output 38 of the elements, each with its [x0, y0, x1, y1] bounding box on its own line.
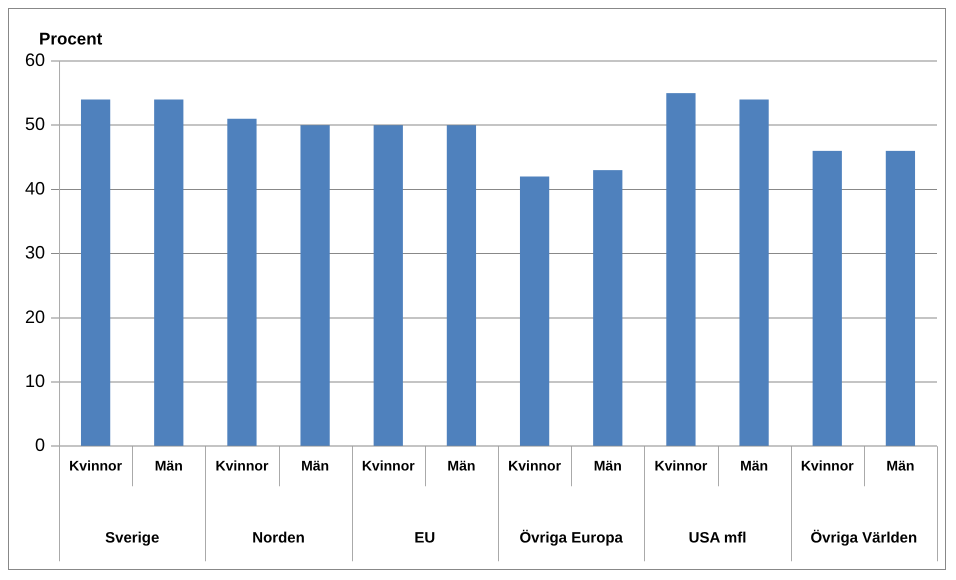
y-tick-label: 10	[24, 370, 46, 391]
text: USA mfl	[688, 529, 746, 546]
bar	[812, 150, 842, 446]
text: Övriga Europa	[519, 529, 624, 546]
bar	[886, 150, 916, 446]
bar	[520, 176, 550, 446]
y-tick-label: 30	[24, 242, 46, 263]
x-tick-label: Män	[301, 457, 330, 474]
x-tick-label: Kvinnor	[215, 457, 269, 474]
bar	[739, 100, 769, 446]
text: Norden	[252, 529, 305, 546]
x-tick-label: Kvinnor	[508, 457, 562, 474]
y-tick-label: 0	[35, 435, 46, 456]
bar	[593, 170, 622, 446]
text: EU	[414, 529, 436, 546]
bar	[446, 125, 476, 446]
x-tick-label: Kvinnor	[362, 457, 416, 474]
bar	[227, 118, 257, 446]
y-tick-label: 60	[24, 50, 46, 70]
x-tick-label: Män	[447, 457, 476, 474]
bar	[374, 125, 403, 446]
x-tick-label: Kvinnor	[69, 457, 123, 474]
x-tick-label: Män	[594, 457, 622, 474]
x-tick-label: Kvinnor	[654, 457, 708, 474]
bar	[300, 125, 330, 446]
text: Sverige	[105, 529, 160, 546]
y-tick-label: 20	[24, 306, 46, 327]
y-tick-label: 50	[24, 114, 46, 134]
bar	[154, 100, 184, 446]
y-tick-label: 40	[24, 178, 46, 198]
bar	[666, 93, 696, 446]
x-tick-label: Män	[740, 457, 768, 474]
text: Övriga Världen	[810, 529, 918, 546]
y-axis-title: Procent	[39, 30, 103, 49]
x-tick-label: Män	[154, 457, 183, 474]
x-tick-label: Män	[886, 457, 914, 474]
bar	[80, 100, 110, 446]
x-tick-label: Kvinnor	[800, 457, 854, 474]
